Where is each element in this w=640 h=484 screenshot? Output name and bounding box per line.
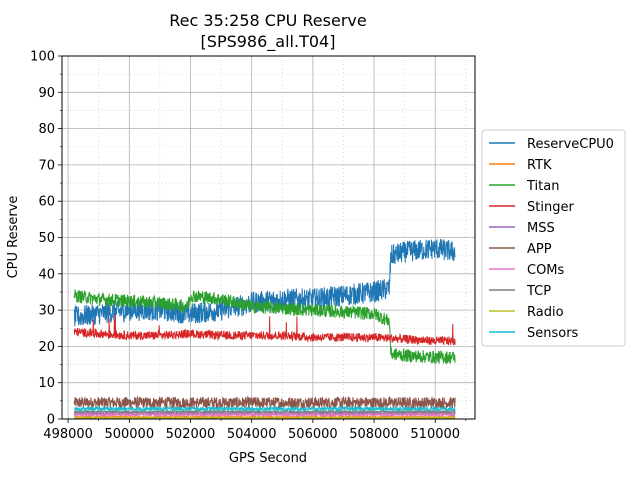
y-tick-label: 80: [38, 122, 55, 137]
legend: ReserveCPU0 RTK Titan Stinger MSS APP COMs TCP R…: [481, 129, 626, 347]
y-tick-label: 40: [38, 267, 55, 282]
x-tick-label: 510000: [410, 427, 460, 442]
y-tick-label: 100: [30, 50, 55, 65]
x-tick-label: 504000: [227, 427, 277, 442]
legend-label: ReserveCPU0: [527, 137, 614, 152]
series-line-sensors: [74, 405, 456, 413]
x-tick-label: 500000: [104, 427, 154, 442]
x-axis-label: GPS Second: [229, 451, 307, 466]
x-tick-label: 498000: [43, 427, 93, 442]
y-tick-label: 10: [38, 376, 55, 391]
axes: 0 10 20 30 40 50 60 70 80 90 100 498000 500000 502000…: [30, 50, 476, 442]
y-axis-label: CPU Reserve: [6, 196, 21, 279]
legend-label: Sensors: [527, 326, 579, 341]
series-line-reservecpu0: [73, 238, 456, 327]
chart-title: Rec 35:258 CPU Reserve: [169, 11, 366, 30]
legend-label: APP: [527, 242, 552, 257]
legend-label: MSS: [527, 221, 555, 236]
series-line-radio: [73, 415, 456, 421]
legend-label: Titan: [526, 179, 559, 194]
series-line-stinger: [73, 313, 456, 346]
series-layer: [73, 238, 456, 421]
legend-label: Stinger: [527, 200, 574, 215]
x-tick-label: 508000: [349, 427, 399, 442]
series-line-app: [73, 395, 456, 410]
y-tick-label: 70: [38, 158, 55, 173]
series-line-titan: [73, 289, 456, 364]
x-tick-label: 502000: [166, 427, 216, 442]
chart-subtitle: [SPS986_all.T04]: [201, 32, 336, 52]
grid: [62, 55, 475, 420]
y-tick-label: 0: [47, 413, 55, 428]
legend-label: Radio: [527, 305, 564, 320]
y-tick-label: 50: [38, 231, 55, 246]
plot-frame: [61, 55, 476, 420]
legend-label: COMs: [527, 263, 565, 278]
y-tick-label: 30: [38, 304, 55, 319]
y-tick-label: 20: [38, 340, 55, 355]
y-tick-label: 60: [38, 195, 55, 210]
y-tick-label: 90: [38, 86, 55, 101]
legend-label: RTK: [527, 158, 552, 173]
legend-box: [481, 129, 626, 347]
series-line-tcp: [73, 408, 456, 415]
x-tick-label: 506000: [288, 427, 338, 442]
legend-label: TCP: [526, 284, 551, 299]
